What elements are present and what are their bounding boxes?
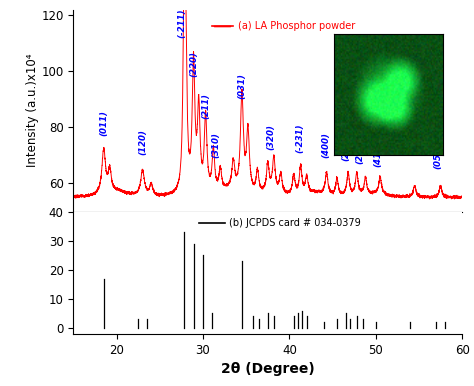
Text: (b) JCPDS card # 034-0379: (b) JCPDS card # 034-0379 — [229, 218, 361, 228]
Text: (-231): (-231) — [295, 123, 304, 152]
Text: (411): (411) — [373, 141, 382, 167]
Text: (220): (220) — [189, 51, 198, 77]
Text: (011): (011) — [99, 110, 108, 136]
Text: (310): (310) — [211, 132, 220, 158]
Text: (a) LA Phosphor powder: (a) LA Phosphor powder — [237, 22, 355, 32]
X-axis label: 2θ (Degree): 2θ (Degree) — [221, 362, 315, 376]
Text: (211): (211) — [201, 93, 210, 119]
Text: (320): (320) — [266, 124, 275, 150]
Text: (400): (400) — [321, 132, 330, 158]
Y-axis label: Intensity (a.u.)x10⁴: Intensity (a.u.)x10⁴ — [26, 54, 38, 168]
Text: (051): (051) — [433, 144, 442, 169]
Text: (222): (222) — [356, 138, 365, 164]
Text: (-211): (-211) — [177, 8, 186, 38]
Text: (031): (031) — [237, 73, 246, 99]
Text: (120): (120) — [138, 129, 147, 156]
Text: (240): (240) — [341, 135, 350, 161]
